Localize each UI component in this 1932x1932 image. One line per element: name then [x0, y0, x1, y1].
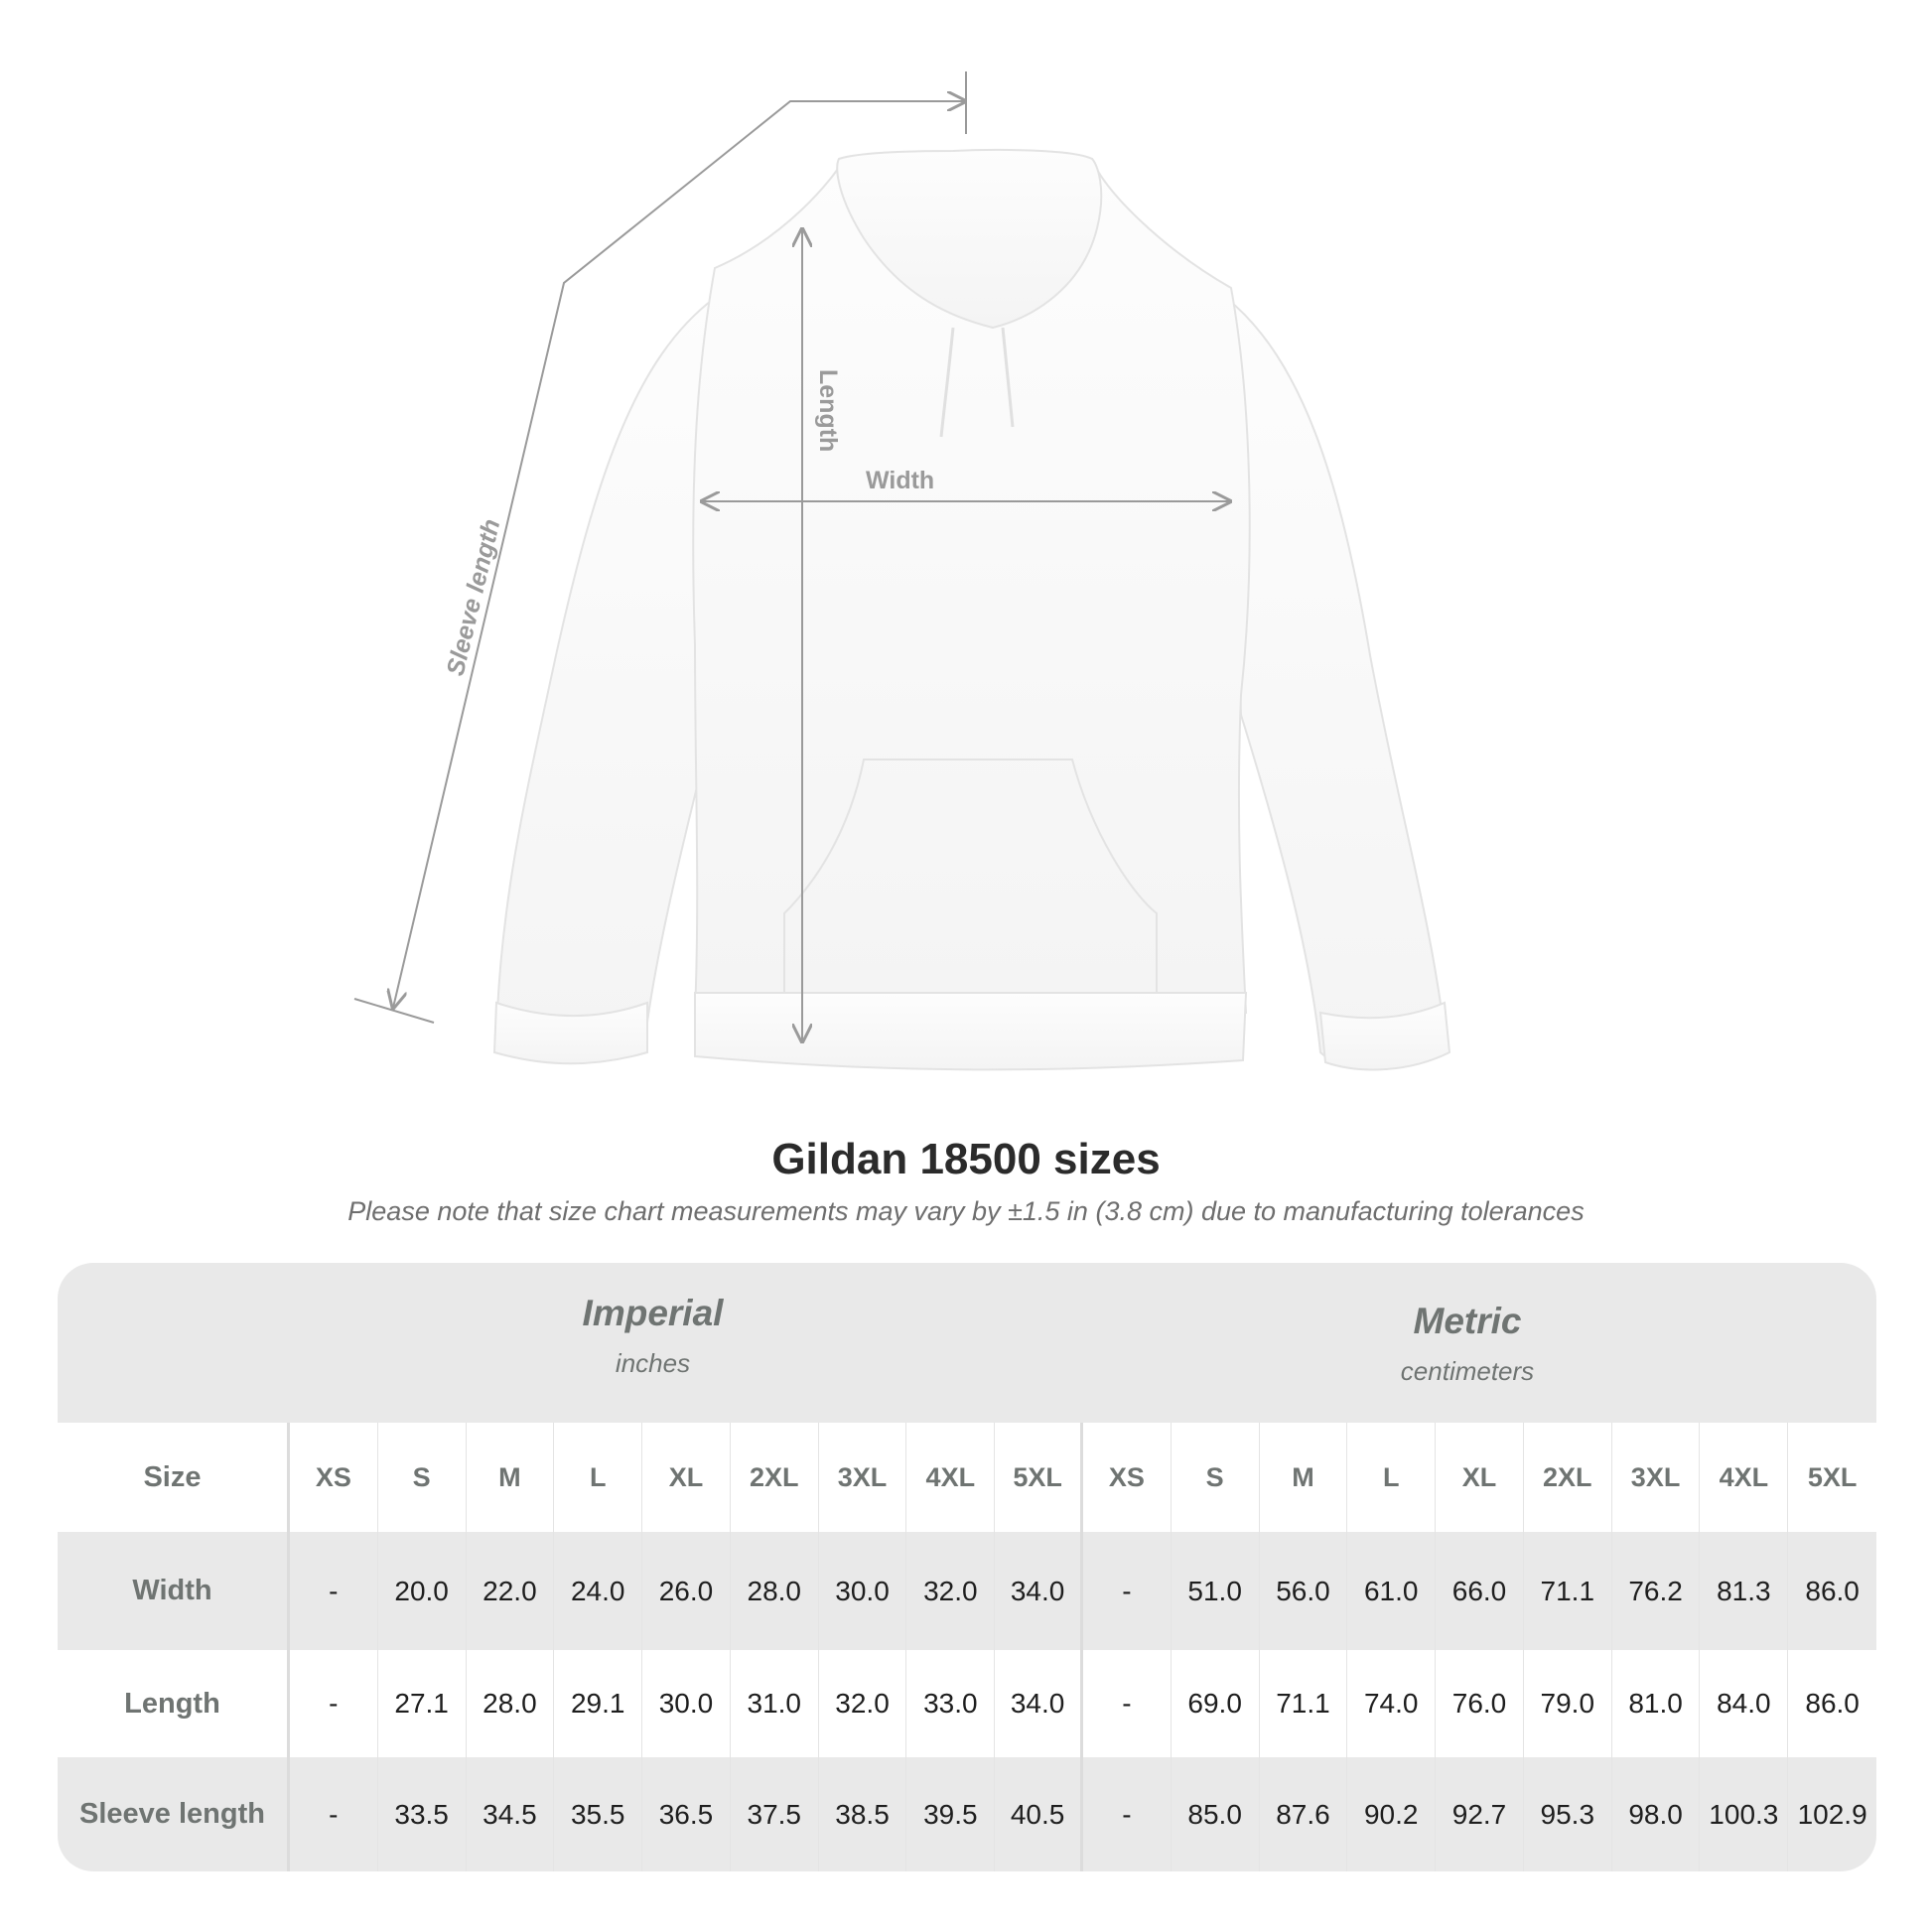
cell-metric: 85.0 [1172, 1757, 1260, 1871]
size-header-imperial: S [378, 1423, 467, 1532]
cell-imperial: - [290, 1650, 378, 1757]
size-header-imperial: 2XL [731, 1423, 819, 1532]
cell-imperial: 34.0 [995, 1532, 1083, 1650]
tolerance-note: Please note that size chart measurements… [347, 1196, 1585, 1226]
row-label: Length [58, 1650, 290, 1757]
size-header-metric: 3XL [1612, 1423, 1701, 1532]
cell-imperial: 26.0 [642, 1532, 731, 1650]
metric-title: Metric [1413, 1301, 1522, 1341]
sleeve-length-line [393, 101, 965, 1008]
cell-metric: 71.1 [1524, 1532, 1612, 1650]
cell-imperial: 27.1 [378, 1650, 467, 1757]
size-header-imperial: L [554, 1423, 643, 1532]
cell-metric: 86.0 [1805, 1688, 1860, 1719]
size-header-metric: 4XL [1700, 1423, 1789, 1532]
cell-imperial: 31.0 [731, 1650, 819, 1757]
metric-unit: centimeters [1400, 1356, 1535, 1386]
cell-metric: 74.0 [1347, 1650, 1437, 1757]
cell-metric: - [1083, 1757, 1172, 1871]
cell-metric: 81.0 [1612, 1650, 1701, 1757]
cell-metric: 76.0 [1436, 1650, 1524, 1757]
cell-imperial: 33.5 [378, 1757, 467, 1871]
hoodie-image [492, 148, 1451, 1071]
cell-imperial: - [290, 1532, 378, 1650]
size-header-row: Size XS S M L XL 2XL 3XL 4XL 5XL XS S M L XL 2XL 3XL 4XL… [58, 1423, 1876, 1532]
cell-imperial: 29.1 [554, 1650, 643, 1757]
cell-metric: 71.1 [1260, 1650, 1348, 1757]
size-header-imperial: 3XL [819, 1423, 907, 1532]
table-row-sleeve-length: Sleeve length -33.5 34.5 35.5 36.5 37.5 38.5 3… [58, 1757, 1876, 1871]
cell-metric: 84.0 [1700, 1650, 1789, 1757]
cell-imperial: 22.0 [467, 1532, 555, 1650]
cell-imperial: 28.0 [467, 1650, 555, 1757]
cell-imperial: 40.5 [995, 1757, 1083, 1871]
size-header-imperial: 4XL [906, 1423, 996, 1532]
cell-metric: 56.0 [1260, 1532, 1348, 1650]
cell-imperial: 24.0 [554, 1532, 643, 1650]
measure-lines [353, 71, 1230, 1041]
table-row-length: Length -27.1 28.0 29.1 30.0 31.0 32.0 33.0 34.0… [58, 1650, 1876, 1757]
page-title: Gildan 18500 sizes [771, 1135, 1161, 1183]
cell-imperial: 36.5 [642, 1757, 731, 1871]
cell-imperial: 37.5 [731, 1757, 819, 1871]
metric-header: Metric centimeters [1065, 1301, 1869, 1387]
cell-metric: 95.3 [1524, 1757, 1612, 1871]
cell-metric: 100.3 [1700, 1757, 1789, 1871]
cell-imperial: 35.5 [554, 1757, 643, 1871]
cell-metric: 98.0 [1612, 1757, 1701, 1871]
cell-metric: 61.0 [1347, 1532, 1437, 1650]
cell-metric: 66.0 [1436, 1532, 1524, 1650]
size-header-label: Size [58, 1423, 290, 1532]
size-header-metric: S [1172, 1423, 1260, 1532]
units-header-band [58, 1263, 1876, 1423]
size-header-metric: L [1347, 1423, 1437, 1532]
cell-imperial: 20.0 [378, 1532, 467, 1650]
imperial-unit: inches [615, 1348, 691, 1378]
size-table: Imperial inches Metric centimeters Size … [58, 1263, 1876, 1871]
length-label: Length [814, 369, 842, 452]
cell-imperial: 30.0 [819, 1532, 907, 1650]
sleeve-length-label: Sleeve length [442, 516, 506, 678]
cell-imperial: 34.5 [467, 1757, 555, 1871]
cell-metric: - [1083, 1532, 1172, 1650]
size-header-imperial: XS [290, 1423, 378, 1532]
cell-imperial: 34.0 [995, 1650, 1083, 1757]
row-band [58, 1532, 1876, 1650]
cell-metric: 76.2 [1612, 1532, 1701, 1650]
cell-metric: 69.0 [1172, 1650, 1260, 1757]
cell-imperial: 39.5 [906, 1757, 996, 1871]
cell-metric: 90.2 [1347, 1757, 1437, 1871]
row-label: Width [58, 1532, 290, 1650]
cell-imperial: 30.0 [642, 1650, 731, 1757]
cell-metric: 87.6 [1260, 1757, 1348, 1871]
size-header-metric: XL [1436, 1423, 1524, 1532]
size-header-imperial: M [467, 1423, 555, 1532]
imperial-header: Imperial inches [347, 1293, 958, 1379]
size-header-metric: 2XL [1524, 1423, 1612, 1532]
cell-metric: 86.0 [1805, 1575, 1860, 1606]
cell-imperial: - [290, 1757, 378, 1871]
imperial-title: Imperial [582, 1293, 724, 1333]
cell-metric: 102.9 [1797, 1798, 1867, 1830]
row-label: Sleeve length [58, 1757, 290, 1871]
cell-metric: 51.0 [1172, 1532, 1260, 1650]
cell-imperial: 38.5 [819, 1757, 907, 1871]
size-header-imperial: 5XL [995, 1423, 1083, 1532]
cell-metric: 81.3 [1700, 1532, 1789, 1650]
cell-imperial: 28.0 [731, 1532, 819, 1650]
table-row-width: Width -20.0 22.0 24.0 26.0 28.0 30.0 32.0 34.0-… [58, 1532, 1876, 1650]
cell-imperial: 32.0 [819, 1650, 907, 1757]
size-header-imperial: XL [642, 1423, 731, 1532]
size-header-metric: XS [1083, 1423, 1172, 1532]
cell-metric: - [1083, 1650, 1172, 1757]
size-header-metric: M [1260, 1423, 1348, 1532]
cell-imperial: 32.0 [906, 1532, 996, 1650]
cell-metric: 92.7 [1436, 1757, 1524, 1871]
cell-metric: 79.0 [1524, 1650, 1612, 1757]
cell-imperial: 33.0 [906, 1650, 996, 1757]
width-label: Width [866, 467, 934, 494]
row-band [58, 1757, 1876, 1871]
size-header-metric: 5XL [1807, 1461, 1858, 1492]
hoodie-diagram: Length Width Sleeve length [353, 71, 1451, 1071]
